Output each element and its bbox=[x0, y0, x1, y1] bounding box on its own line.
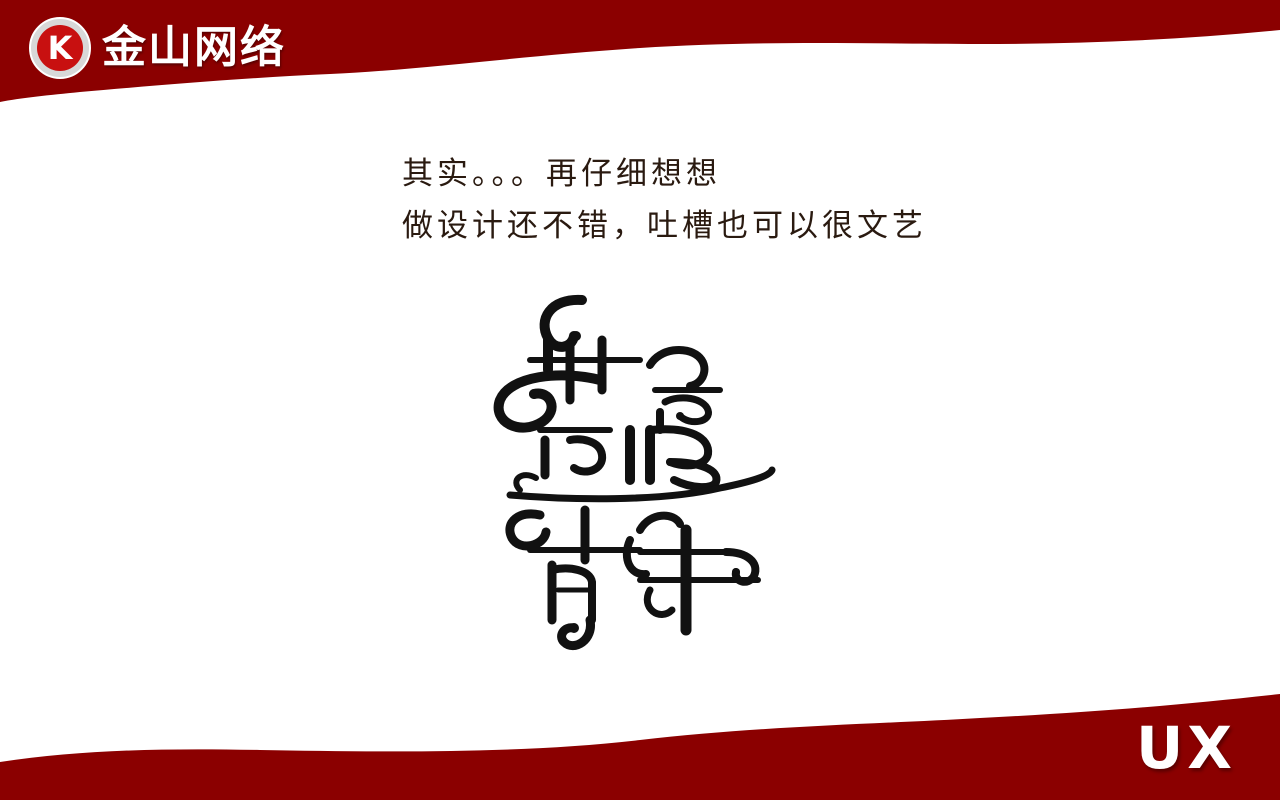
ux-mark: UX bbox=[1136, 714, 1236, 782]
brand-name: 金山网络 bbox=[102, 22, 286, 73]
logo-letter: K bbox=[48, 29, 74, 67]
brand-logo: K 金山网络 bbox=[28, 16, 286, 80]
k-logo-icon: K bbox=[29, 17, 91, 79]
bottom-band bbox=[0, 694, 1280, 800]
calligraphy-artwork bbox=[493, 294, 776, 651]
caption-line-2: 做设计还不错，吐槽也可以很文艺 bbox=[402, 208, 927, 244]
caption-line-1: 其实。。。再仔细想想 bbox=[402, 156, 721, 192]
caption: 其实。。。再仔细想想 做设计还不错，吐槽也可以很文艺 bbox=[402, 148, 927, 252]
top-band bbox=[0, 0, 1280, 102]
